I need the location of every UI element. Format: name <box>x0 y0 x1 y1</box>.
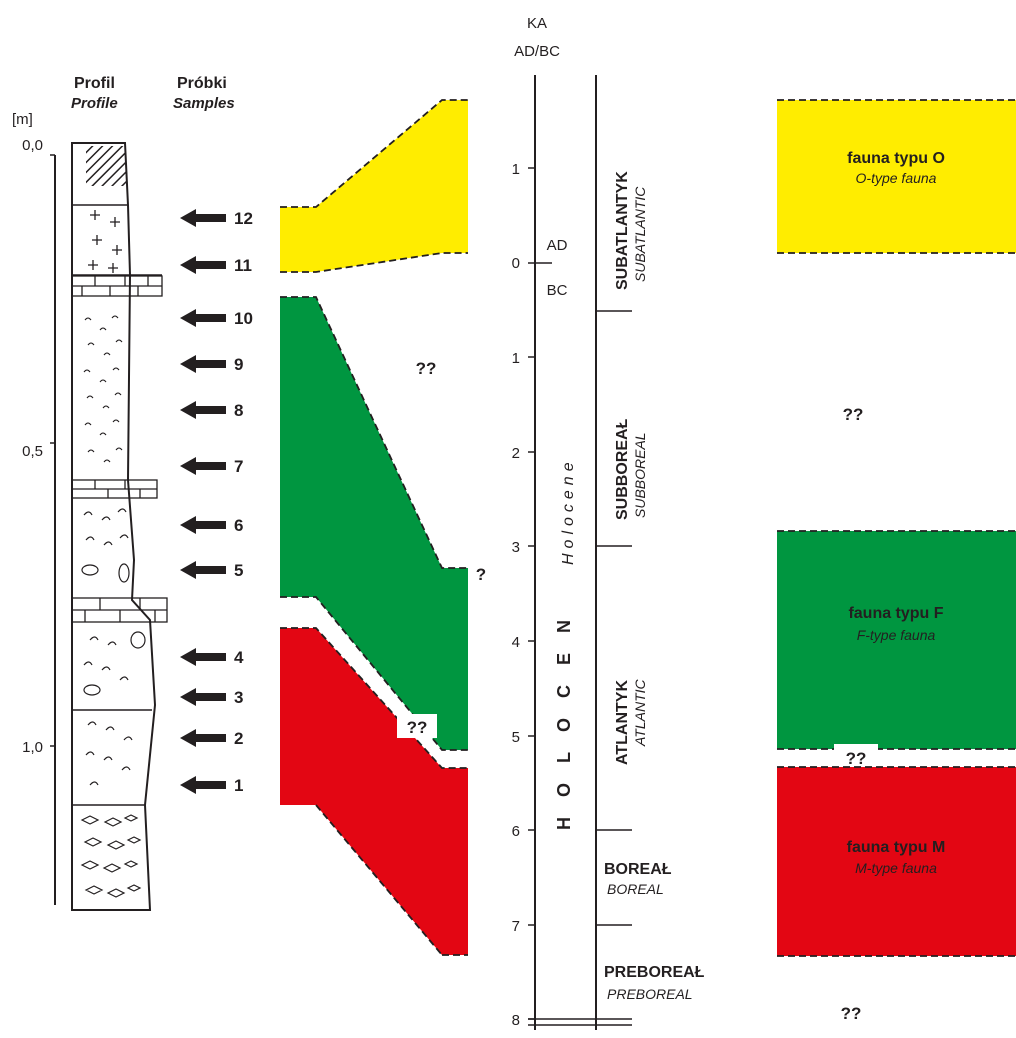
sample-arrow-icon <box>180 516 226 534</box>
sample-label: 9 <box>234 355 243 374</box>
limestone-bed-1 <box>71 275 163 297</box>
depth-tick-1: 1,0 <box>22 739 43 756</box>
sample-label: 10 <box>234 309 253 328</box>
fauna-m-title: fauna typu M <box>847 839 946 856</box>
sample-arrow-icon <box>180 209 226 227</box>
sample-arrow-icon <box>180 729 226 747</box>
unknown-box-right <box>834 744 878 770</box>
header-adbc: AD/BC <box>514 43 560 60</box>
epoch-label: HOLOCEN <box>554 600 574 830</box>
sample-label: 2 <box>234 729 243 748</box>
fauna-box-o <box>777 100 1016 253</box>
sample-arrow-icon <box>180 256 226 274</box>
fauna-boxes: fauna typu O O-type fauna ?? fauna typu … <box>777 99 1016 1023</box>
ka-tick-5: 5 <box>512 729 520 746</box>
period-subatlantic: SUBATLANTIC <box>632 186 648 282</box>
period-boreal-pl: BOREAŁ <box>604 861 672 878</box>
period-subboreal-en: SUBBOREAL <box>632 432 648 518</box>
soil-hatch <box>86 146 126 186</box>
bc-label: BC <box>547 282 568 299</box>
period-preboreal-en: PREBOREAL <box>607 986 693 1002</box>
epoch-latin: Holocene <box>560 457 577 565</box>
sample-arrow-icon <box>180 401 226 419</box>
header-profile: Profile <box>71 95 118 112</box>
fauna-o-sub: O-type fauna <box>856 170 937 186</box>
sand-symbols <box>83 315 123 463</box>
ad-label: AD <box>547 237 568 254</box>
ka-tick-2: 2 <box>512 445 520 462</box>
ka-tick-0: 0 <box>512 255 520 272</box>
limestone-bed-2 <box>71 479 158 499</box>
sample-label: 8 <box>234 401 243 420</box>
correlation-bands: ?? ? ?? <box>280 99 486 956</box>
ka-tick-1: 1 <box>512 350 520 367</box>
sample-label: 5 <box>234 561 243 580</box>
header-samples: Samples <box>173 95 235 112</box>
fauna-m-sub: M-type fauna <box>855 860 937 876</box>
header-ka: KA <box>527 15 547 32</box>
ka-tick-3: 3 <box>512 539 520 556</box>
ka-tick-labels: 1 0 1 2 3 4 5 6 7 8 AD BC <box>512 161 568 1029</box>
unknown-right-between: ?? <box>846 749 867 768</box>
lenticular-symbols <box>80 814 142 898</box>
shell-symbols <box>81 508 146 786</box>
depth-axis: 0,0 0,5 1,0 <box>22 137 56 905</box>
sample-arrow-icon <box>180 776 226 794</box>
fauna-f-sub: F-type fauna <box>857 627 936 643</box>
lithologic-profile <box>71 142 168 911</box>
sample-label: 6 <box>234 516 243 535</box>
period-subboreal-pl: SUBBOREAŁ <box>614 418 631 520</box>
unknown-box-mid <box>397 714 437 738</box>
header-probki: Próbki <box>177 75 227 92</box>
depth-tick-05: 0,5 <box>22 443 43 460</box>
sample-label: 4 <box>234 648 244 667</box>
ka-tick-4: 4 <box>512 634 520 651</box>
fauna-box-f <box>777 531 1016 749</box>
ka-tick-1-ad: 1 <box>512 161 520 178</box>
sample-label: 3 <box>234 688 243 707</box>
sample-arrow-icon <box>180 457 226 475</box>
period-boreal-en: BOREAL <box>607 881 664 897</box>
unknown-right-mid: ?? <box>843 405 864 424</box>
sample-label: 7 <box>234 457 243 476</box>
ka-tick-8: 8 <box>512 1012 520 1029</box>
ka-tick-6: 6 <box>512 823 520 840</box>
band-yellow <box>280 100 468 272</box>
unknown-between: ?? <box>407 718 428 737</box>
sample-arrow-icon <box>180 309 226 327</box>
fauna-f-title: fauna typu F <box>848 605 943 622</box>
unknown-mid: ?? <box>416 359 437 378</box>
period-atlantic: ATLANTIC <box>632 678 648 747</box>
peat-symbols <box>88 210 122 273</box>
sample-arrow-icon <box>180 561 226 579</box>
header-profil: Profil <box>74 75 115 92</box>
sample-arrow-icon <box>180 355 226 373</box>
depth-tick-0: 0,0 <box>22 137 43 154</box>
unknown-single: ? <box>476 565 486 584</box>
sample-arrow-icon <box>180 688 226 706</box>
period-subatlantyk: SUBATLANTYK <box>614 171 631 290</box>
sample-label: 1 <box>234 776 243 795</box>
unknown-right-bottom: ?? <box>841 1004 862 1023</box>
limestone-bed-3 <box>71 597 168 623</box>
sample-label: 12 <box>234 209 253 228</box>
fauna-box-m <box>777 767 1016 956</box>
sample-label: 11 <box>234 256 252 275</box>
period-atlantyk: ATLANTYK <box>614 680 631 765</box>
chronology-axis <box>528 75 632 1030</box>
fauna-o-title: fauna typu O <box>847 150 945 167</box>
period-preboreal-pl: PREBOREAŁ <box>604 964 705 981</box>
sample-arrow-icon <box>180 648 226 666</box>
ka-tick-7: 7 <box>512 918 520 935</box>
band-red <box>280 628 468 955</box>
depth-unit: [m] <box>12 111 33 128</box>
band-green <box>280 297 468 750</box>
